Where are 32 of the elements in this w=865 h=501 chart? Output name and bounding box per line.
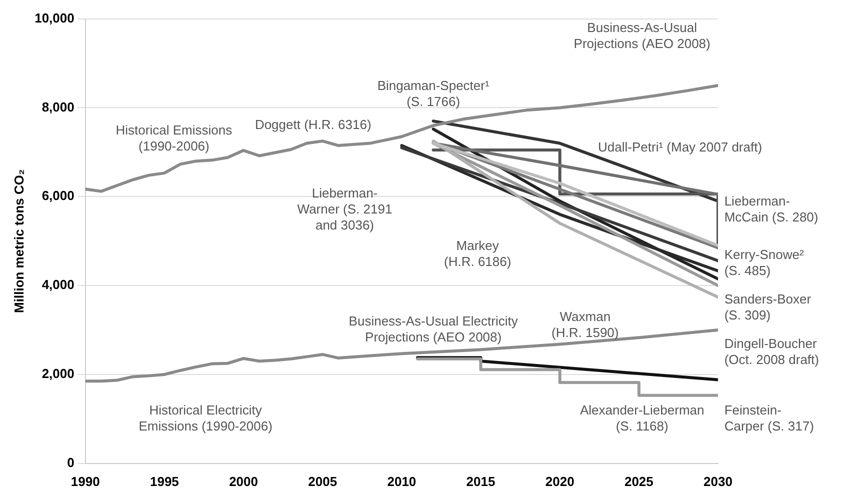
x-tick-label: 1990 bbox=[70, 474, 100, 489]
annotation: Alexander-Lieberman (S. 1168) bbox=[580, 402, 704, 434]
text: Dingell-Boucher (Oct. 2008 draft) bbox=[724, 336, 819, 367]
y-axis-title: Million metric tons CO₂ bbox=[11, 169, 26, 313]
text: Kerry-Snowe² (S. 485) bbox=[724, 246, 804, 278]
annotation: Doggett (H.R. 6316) bbox=[254, 117, 372, 132]
annotation: Markey (H.R. 6186) bbox=[444, 238, 512, 270]
annotation: Lieberman- Warner (S. 2191 and 3036) bbox=[297, 186, 392, 233]
x-tick-label: 1995 bbox=[150, 474, 179, 489]
text: Sanders-Boxer (S. 309) bbox=[724, 291, 812, 322]
x-tick-label: 2020 bbox=[545, 474, 574, 489]
y-tick-label: 10,000 bbox=[34, 10, 74, 26]
y-tick-label: 8,000 bbox=[42, 99, 74, 114]
x-tick-label: 2025 bbox=[624, 474, 654, 489]
x-tick-label: 2010 bbox=[387, 474, 416, 489]
text: Lieberman- McCain (S. 280) bbox=[724, 194, 818, 225]
text: Feinstein- Carper (S. 317) bbox=[724, 402, 814, 434]
annotation: Waxman (H.R. 1590) bbox=[552, 309, 619, 340]
y-tick-label: 2,000 bbox=[42, 366, 74, 382]
annotation: Historical Electricity Emissions (1990-2006) bbox=[138, 402, 272, 434]
annotation: Bingaman-Specter¹ (S. 1766) bbox=[377, 78, 490, 109]
annotation: Udall-Petri¹ (May 2007 draft) bbox=[598, 139, 762, 154]
annotation: Business-As-Usual Electricity Projections (AEO 2008) bbox=[348, 314, 518, 345]
x-tick-label: 2030 bbox=[704, 474, 732, 489]
y-tick-label: 0 bbox=[67, 454, 74, 470]
x-tick-label: 2015 bbox=[466, 474, 496, 489]
annotation: Historical Emissions (1990-2006) bbox=[116, 122, 233, 154]
annotation: Business-As-Usual Projections (AEO 2008) bbox=[574, 20, 710, 52]
x-tick-label: 2005 bbox=[308, 474, 338, 489]
y-tick-label: 4,000 bbox=[42, 277, 74, 292]
x-tick-label: 2000 bbox=[229, 474, 258, 489]
y-tick-label: 6,000 bbox=[42, 188, 74, 204]
